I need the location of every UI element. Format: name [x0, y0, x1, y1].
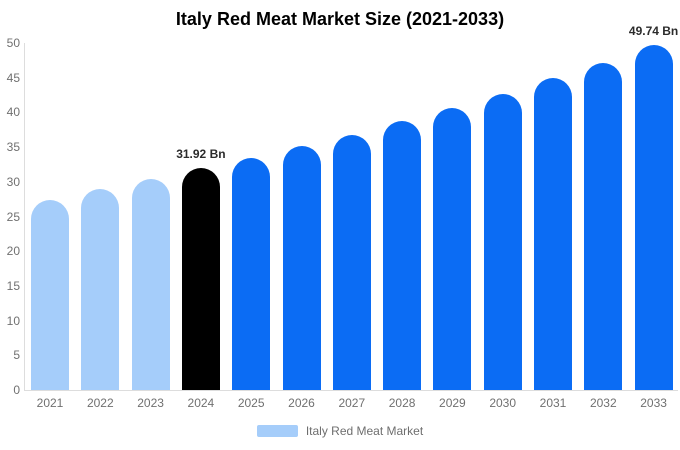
x-tick-label-2029: 2029 [439, 396, 466, 410]
y-tick-label: 30 [6, 174, 20, 189]
data-label-2024: 31.92 Bn [176, 147, 226, 162]
bar-2033 [634, 44, 673, 390]
bar-2026 [282, 146, 321, 390]
y-tick-label: 40 [6, 105, 20, 120]
bar-2027 [332, 134, 371, 390]
legend: Italy Red Meat Market [0, 424, 680, 438]
bar-2024 [181, 168, 220, 390]
x-tick-label-2026: 2026 [288, 396, 315, 410]
x-tick-label-2024: 2024 [187, 396, 215, 410]
x-tick-label-2021: 2021 [36, 396, 64, 410]
data-label-2033: 49.74 Bn [628, 23, 679, 38]
x-tick-label-2028: 2028 [388, 396, 416, 410]
legend-label: Italy Red Meat Market [305, 424, 424, 438]
x-tick-label-2025: 2025 [237, 396, 265, 410]
bar-2021 [31, 199, 69, 390]
y-tick-label: 45 [6, 70, 20, 85]
x-tick-label-2022: 2022 [86, 396, 114, 410]
y-tick-label: 15 [6, 278, 20, 293]
bar-2030 [483, 94, 522, 390]
y-tick-label: 0 [13, 383, 20, 397]
x-tick-label-2033: 2033 [640, 396, 667, 410]
bar-2025 [232, 157, 271, 390]
y-axis-line [24, 43, 25, 390]
y-tick-label: 50 [6, 36, 20, 50]
x-tick-label-2031: 2031 [539, 396, 567, 410]
y-tick-label: 10 [6, 313, 20, 328]
bar-2028 [383, 120, 422, 390]
x-axis-line [24, 390, 678, 391]
y-tick-label: 25 [6, 209, 20, 224]
x-tick-label-2030: 2030 [489, 396, 517, 410]
y-tick-label: 5 [13, 348, 20, 363]
y-tick-label: 20 [6, 244, 20, 259]
bar-2032 [584, 63, 623, 390]
x-tick-label-2032: 2032 [589, 396, 617, 410]
bar-2029 [433, 108, 472, 390]
chart-title: Italy Red Meat Market Size (2021-2033) [175, 9, 505, 29]
bar-2022 [81, 189, 120, 390]
x-tick-label-2027: 2027 [338, 396, 366, 410]
x-tick-label-2023: 2023 [137, 396, 164, 410]
legend-swatch-icon [256, 425, 298, 437]
y-tick-label: 35 [6, 140, 20, 155]
bar-2031 [534, 78, 572, 390]
bar-2023 [131, 179, 170, 390]
